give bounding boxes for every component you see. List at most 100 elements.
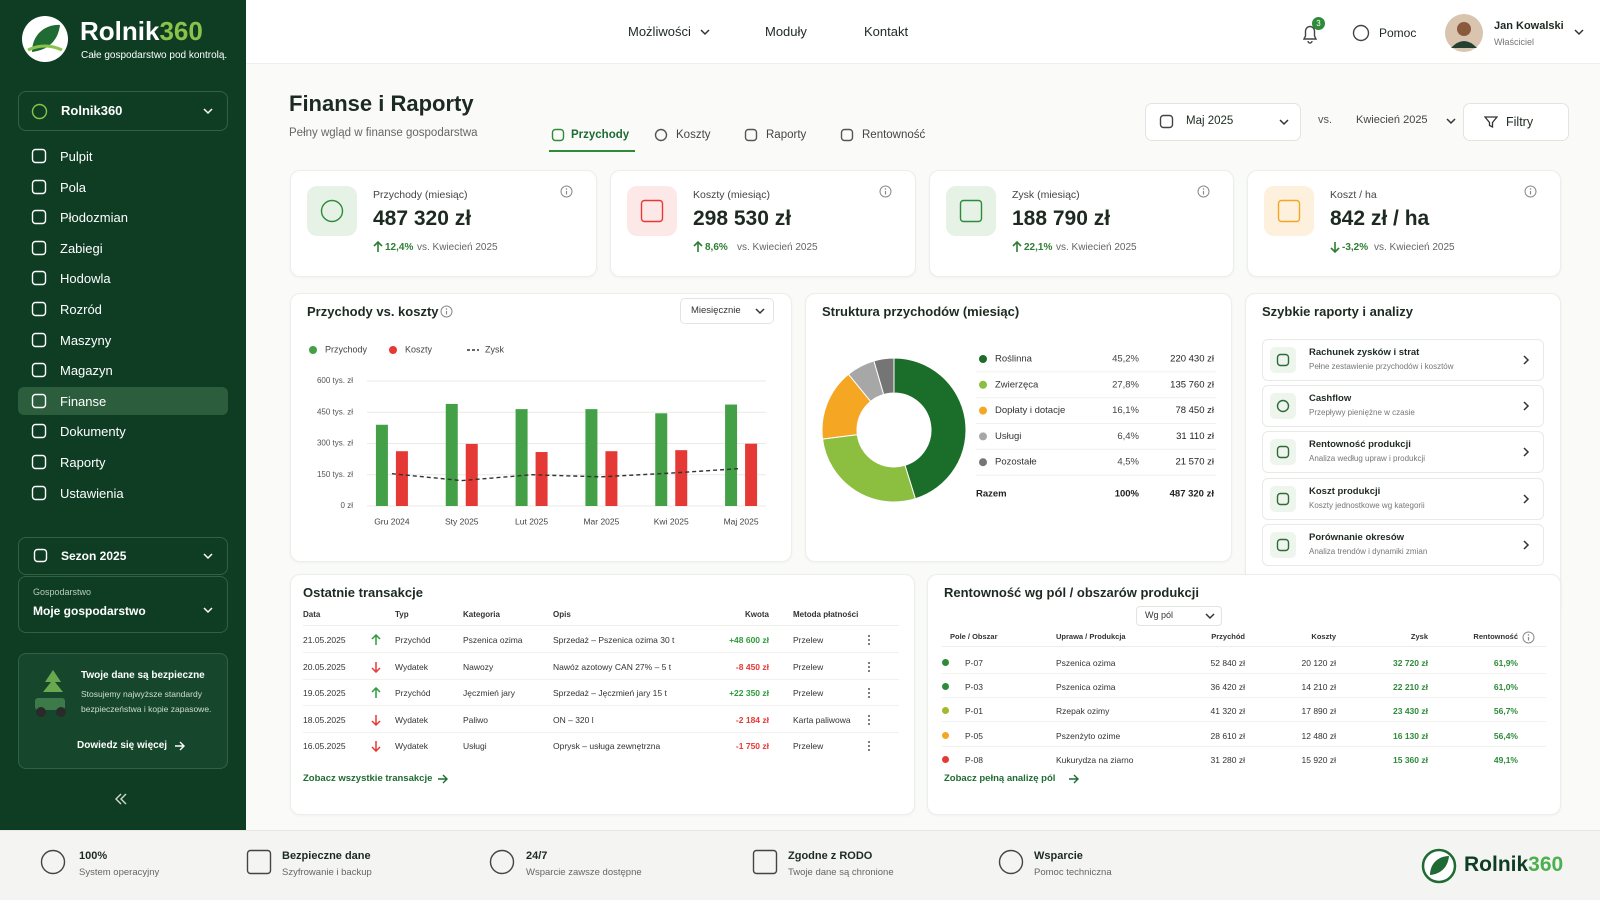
table-cell: Przelew xyxy=(793,661,824,672)
report-title[interactable]: Rentowność produkcji xyxy=(1309,439,1411,451)
icon xyxy=(1276,399,1290,413)
icon xyxy=(31,271,47,286)
arrow xyxy=(175,741,185,751)
report-item[interactable]: Koszt produkcji Koszty jednostkowe wg kat… xyxy=(1262,477,1544,520)
footer: 100% System operacyjny Bezpieczne dane Szyf… xyxy=(0,830,1600,900)
table-cell: +48 600 zł xyxy=(729,635,769,645)
report-item[interactable]: Rachunek zysków i strat Pełne zestawienie… xyxy=(1262,339,1544,381)
nav-item[interactable]: Możliwości xyxy=(628,24,691,39)
row-menu xyxy=(868,741,870,743)
security-illustration xyxy=(43,670,63,692)
report-title[interactable]: Porównanie okresów xyxy=(1309,531,1405,543)
kpi-card: Zysk (miesiąc) 188 790 zł 22,1% vs. Kwiecie… xyxy=(929,170,1234,277)
chevron xyxy=(1523,447,1530,457)
icon-shape xyxy=(320,199,344,223)
row-menu xyxy=(868,692,870,694)
icon xyxy=(868,635,870,645)
report-item[interactable]: Porównanie okresów Analiza trendów i dyna… xyxy=(1262,523,1544,566)
menu-item[interactable]: Dokumenty xyxy=(60,424,126,440)
filters-label[interactable]: Filtry xyxy=(1506,115,1534,129)
farm-box[interactable]: Gospodarstwo Moje gospodarstwo xyxy=(18,576,228,633)
kpi-label: Przychody (miesiąc) xyxy=(373,189,468,201)
card-title: Rentowność wg pól / obszarów produkcji xyxy=(944,585,1199,600)
user-name[interactable]: Jan Kowalski xyxy=(1494,20,1564,32)
menu-item[interactable]: Raporty xyxy=(60,455,106,470)
menu-item[interactable]: Płodozmian xyxy=(60,210,128,226)
kpi-note: vs. Kwiecień 2025 xyxy=(1056,242,1137,253)
logo-leaf xyxy=(1430,856,1449,875)
kpi-value: 487 320 zł xyxy=(373,207,472,230)
row-menu xyxy=(868,643,870,645)
menu-item[interactable]: Pulpit xyxy=(60,149,93,164)
icon xyxy=(840,128,854,142)
icon-shape xyxy=(998,849,1024,875)
tab[interactable]: Raporty xyxy=(766,129,807,141)
icon xyxy=(868,661,870,672)
table-link[interactable]: Zobacz wszystkie transakcje xyxy=(303,773,433,784)
period-select[interactable]: Maj 2025 xyxy=(1145,103,1301,141)
chevron xyxy=(755,308,765,315)
arrow xyxy=(438,774,448,784)
kpi-icon-bg xyxy=(946,186,996,236)
menu-item[interactable]: Magazyn xyxy=(60,363,113,379)
value-label: 6,4% xyxy=(1117,431,1139,442)
total-label: Razem xyxy=(976,489,1007,500)
period-dropdown[interactable]: Miesięcznie xyxy=(680,298,774,324)
icon xyxy=(1574,29,1584,36)
icon xyxy=(1523,540,1530,550)
chevron xyxy=(1523,540,1530,550)
footer-text: Twoje dane są chronione xyxy=(788,867,894,878)
nav-item[interactable]: Moduły xyxy=(765,24,807,39)
help-link[interactable]: Pomoc xyxy=(1379,26,1417,40)
info-icon xyxy=(1202,188,1205,190)
icon-shape xyxy=(33,548,48,563)
vs-label: vs. xyxy=(1318,114,1333,126)
menu-item[interactable]: Zabiegi xyxy=(60,240,103,256)
info-icon xyxy=(445,308,448,310)
security-link[interactable]: Dowiedz się więcej xyxy=(77,740,168,751)
column-header: Rentowność xyxy=(1473,632,1518,641)
filters-button[interactable]: Filtry xyxy=(1463,103,1569,141)
season-select[interactable]: Sezon 2025 xyxy=(18,537,228,575)
legend-swatch xyxy=(979,406,987,415)
table-cell: P-07 xyxy=(965,658,983,668)
report-title[interactable]: Koszt produkcji xyxy=(1309,485,1381,497)
nav-item[interactable]: Kontakt xyxy=(864,24,909,39)
type-arrow xyxy=(371,714,381,726)
filter-dropdown[interactable]: Wg pól xyxy=(1136,606,1222,626)
farm-select[interactable]: Rolnik360 xyxy=(18,91,228,131)
filter-dropdown-label[interactable]: Wg pól xyxy=(1145,610,1174,620)
icon xyxy=(879,185,892,198)
season-label[interactable]: Sezon 2025 xyxy=(61,549,127,563)
farm-select-label[interactable]: Rolnik360 xyxy=(61,103,123,118)
table-cell: Pszenżyto ozime xyxy=(1056,730,1121,741)
menu-item[interactable]: Hodowla xyxy=(60,271,111,287)
user-role: Właściciel xyxy=(1494,37,1535,47)
table-link[interactable]: Zobacz pełną analizę pól xyxy=(944,773,1056,784)
x-tick-label: Sty 2025 xyxy=(445,516,479,526)
notification-badge[interactable]: 3 xyxy=(1312,17,1325,30)
tab[interactable]: Koszty xyxy=(676,129,711,141)
report-title[interactable]: Rachunek zysków i strat xyxy=(1309,347,1420,358)
icon xyxy=(1446,118,1456,125)
security-illustration xyxy=(56,707,66,717)
icon-shape xyxy=(31,148,47,164)
menu-item[interactable]: Rozród xyxy=(60,302,102,317)
row-menu xyxy=(868,688,870,690)
menu-item[interactable]: Ustawienia xyxy=(60,485,124,501)
icon xyxy=(440,305,453,318)
bar xyxy=(515,409,528,506)
period-value[interactable]: Maj 2025 xyxy=(1186,115,1234,127)
farm-value[interactable]: Moje gospodarstwo xyxy=(33,604,146,618)
period-dropdown-label[interactable]: Miesięcznie xyxy=(691,305,741,316)
tab[interactable]: Przychody xyxy=(571,129,630,141)
report-item[interactable]: Rentowność produkcji Analiza według upraw… xyxy=(1262,431,1544,474)
report-title[interactable]: Cashflow xyxy=(1309,393,1352,405)
menu-item[interactable]: Maszyny xyxy=(60,332,112,348)
menu-item[interactable]: Pola xyxy=(60,179,87,195)
farm-label: Gospodarstwo xyxy=(33,587,92,597)
report-item[interactable]: Cashflow Przepływy pieniężne w czasie xyxy=(1262,385,1544,428)
compare-value[interactable]: Kwiecień 2025 xyxy=(1356,114,1428,126)
tab[interactable]: Rentowność xyxy=(862,129,926,141)
menu-item[interactable]: Finanse xyxy=(60,393,107,409)
